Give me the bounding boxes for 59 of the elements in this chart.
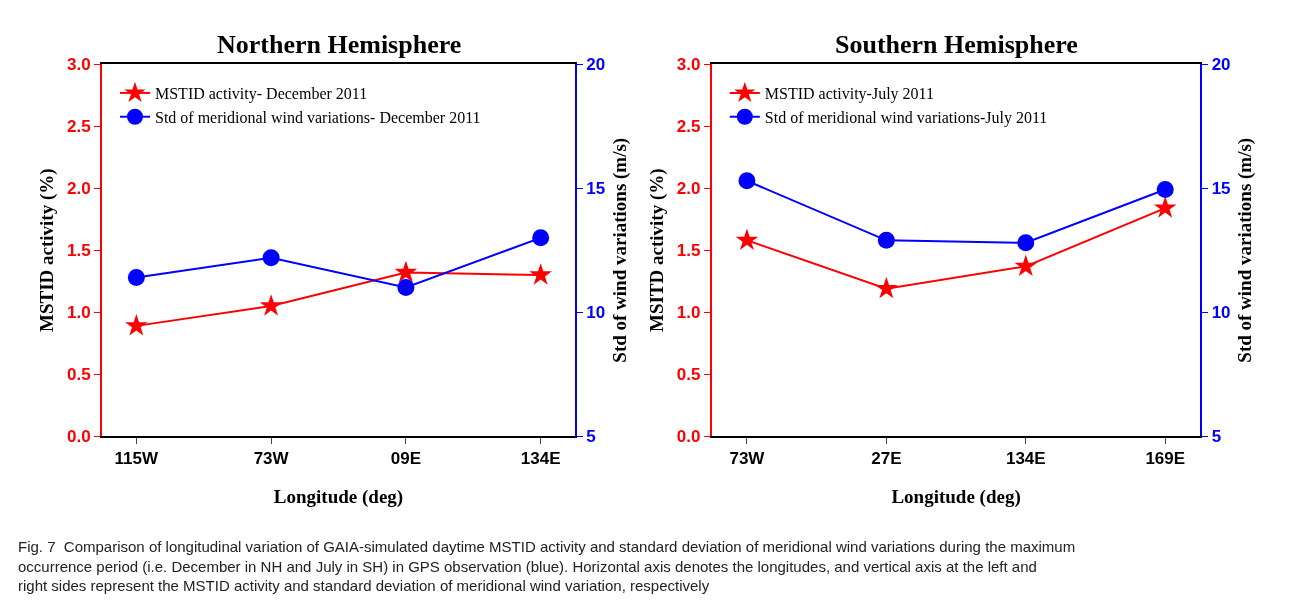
- y-tick-label: 1.0: [67, 303, 91, 323]
- y-axis-title: MSTID activity (%): [36, 168, 59, 333]
- x-tick-label: 134E: [1005, 449, 1046, 469]
- y-tick-label: 2.0: [676, 179, 701, 199]
- x-axis-title: Longitude (deg): [273, 485, 404, 508]
- y-tick-label: 1.0: [676, 303, 701, 323]
- y-tick-label: 1.5: [67, 241, 91, 261]
- x-tick-label: 73W: [253, 449, 290, 469]
- point: [735, 228, 759, 250]
- x-tick-label: 169E: [1145, 449, 1186, 469]
- point: [262, 249, 280, 267]
- point: [532, 229, 550, 247]
- y-tick-label: 0.0: [676, 427, 701, 447]
- chart-title: Northern Hemisphere: [217, 30, 462, 59]
- y2-tick-label: 10: [586, 303, 606, 323]
- y2-tick-label: 20: [586, 55, 606, 75]
- y-tick-label: 0.5: [676, 365, 701, 385]
- y2-axis-title: Std of wind variations (m/s): [1233, 137, 1256, 363]
- chart-title: Southern Hemisphere: [835, 30, 1078, 59]
- caption: Fig. 7 Comparison of longitudinal variation of GAIA-simulated daytime MSTID activity and standard deviation of meridional wind variations during the maximum occurrence period (i.e. December in NH and July in SH) in GPS observation (blue). Horizontal axis denotes the longitudes, and vertical axis at the left and right sides represent the MSTID activity and standard deviation of meridional wind variation, respectively: [18, 538, 1076, 594]
- x-tick-label: 73W: [729, 449, 766, 469]
- legend-label: MSTID activity- December 2011: [154, 85, 368, 104]
- x-tick-label: 115W: [114, 449, 160, 469]
- point: [125, 313, 148, 336]
- y2-tick-label: 10: [1211, 303, 1231, 323]
- y-tick-label: 0.5: [67, 365, 91, 385]
- y2-tick-label: 20: [1211, 55, 1231, 75]
- point: [877, 231, 895, 249]
- y2-tick-label: 5: [586, 427, 596, 447]
- point: [1014, 254, 1038, 276]
- point: [1017, 234, 1035, 252]
- y-tick-label: 2.5: [676, 117, 701, 137]
- x-axis-title: Longitude (deg): [891, 485, 1021, 508]
- y2-tick-label: 15: [1211, 179, 1231, 199]
- legend-label: Std of meridional wind variations- December 2011: [154, 108, 481, 126]
- y2-axis-title: Std of wind variations (m/s): [608, 137, 631, 363]
- y-tick-label: 3.0: [67, 55, 91, 75]
- y-tick-label: 3.0: [676, 55, 701, 75]
- point: [875, 276, 898, 299]
- point: [397, 278, 415, 296]
- point: [529, 263, 552, 285]
- point: [738, 172, 756, 190]
- x-tick-label: 27E: [871, 449, 902, 469]
- y2-tick-label: 5: [1211, 427, 1222, 447]
- legend-label: Std of meridional wind variations-July 2011: [764, 108, 1048, 127]
- x-tick-label: 134E: [520, 449, 561, 469]
- point: [259, 294, 283, 316]
- y2-tick-label: 15: [586, 179, 606, 199]
- point: [127, 269, 145, 286]
- y-tick-label: 1.5: [676, 241, 701, 261]
- point: [1153, 196, 1177, 218]
- y-axis-title: MSITD activity (%): [646, 168, 669, 333]
- y-tick-label: 0.0: [67, 427, 91, 447]
- legend-label: MSTID activity-July 2011: [764, 85, 934, 104]
- point: [1156, 180, 1174, 198]
- y-tick-label: 2.5: [67, 117, 91, 137]
- point: [394, 260, 418, 283]
- y-tick-label: 2.0: [67, 179, 91, 199]
- x-tick-label: 09E: [390, 449, 422, 469]
